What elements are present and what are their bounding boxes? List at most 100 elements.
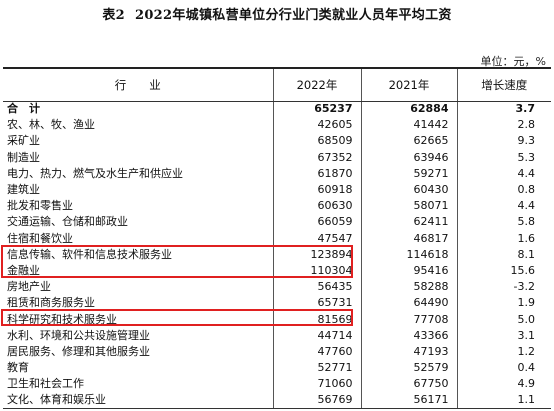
table-row: 制造业 67352 63946 5.3	[3, 149, 551, 166]
total-row: 合 计 65237 62884 3.7	[3, 101, 551, 118]
growth-cell: 15.6	[456, 262, 551, 280]
table-row: 水利、环境和公共设施管理业 44714 43366 3.1	[3, 327, 551, 344]
industry-cell: 批发和零售业	[7, 199, 73, 213]
growth-cell: 5.0	[456, 311, 551, 328]
value-2021-cell: 67750	[360, 376, 457, 393]
header-row: 行 业 2022年 2021年 增长速度	[3, 67, 551, 102]
table-row: 交通运输、仓储和邮政业 66059 62411 5.8	[3, 214, 551, 231]
industry-cell: 水利、环境和公共设施管理业	[7, 328, 150, 342]
table-row: 电力、热力、燃气及水生产和供应业 61870 59271 4.4	[3, 165, 551, 182]
value-2022-cell: 123894	[272, 246, 361, 263]
value-2021-cell: 62884	[360, 101, 457, 118]
table-header: 行 业 2022年 2021年 增长速度	[3, 67, 551, 102]
growth-cell: 3.1	[456, 327, 551, 344]
table-row: 农、林、牧、渔业 42605 41442 2.8	[3, 117, 551, 134]
table-title: 表2 2022年城镇私营单位分行业门类就业人员年平均工资	[0, 4, 554, 23]
value-2021-cell: 58288	[360, 279, 457, 296]
value-2022-cell: 61870	[272, 165, 361, 182]
value-2021-cell: 52579	[360, 360, 457, 377]
growth-cell: 1.6	[456, 230, 551, 247]
table-row: 金融业 110304 95416 15.6	[3, 262, 551, 280]
header-growth: 增长速度	[456, 67, 551, 102]
table-row: 卫生和社会工作 71060 67750 4.9	[3, 376, 551, 393]
value-2022-cell: 81569	[272, 311, 361, 328]
value-2022-cell: 56435	[272, 279, 361, 296]
table-row: 批发和零售业 60630 58071 4.4	[3, 198, 551, 215]
value-2021-cell: 60430	[360, 181, 457, 199]
growth-cell: 4.4	[456, 165, 551, 182]
growth-cell: 9.3	[456, 133, 551, 150]
value-2022-cell: 68509	[272, 133, 361, 150]
value-2022-cell: 52771	[272, 360, 361, 377]
growth-cell: 1.9	[456, 295, 551, 312]
industry-cell: 住宿和餐饮业	[7, 231, 73, 245]
table-row: 居民服务、修理和其他服务业 47760 47193 1.2	[3, 343, 551, 360]
table-number: 表2	[102, 8, 125, 23]
growth-cell: 3.7	[456, 101, 551, 118]
value-2021-cell: 47193	[360, 343, 457, 360]
value-2021-cell: 77708	[360, 311, 457, 328]
value-2022-cell: 65731	[272, 295, 361, 312]
table-row: 建筑业 60918 60430 0.8	[3, 181, 551, 199]
industry-cell: 居民服务、修理和其他服务业	[7, 344, 150, 358]
value-2021-cell: 63946	[360, 149, 457, 166]
value-2022-cell: 110304	[272, 262, 361, 280]
wage-table: 行 业 2022年 2021年 增长速度 合 计 65237 62884 3.7 农、林…	[3, 67, 551, 410]
growth-cell: 5.8	[456, 214, 551, 231]
value-2021-cell: 46817	[360, 230, 457, 247]
growth-cell: 4.9	[456, 376, 551, 393]
industry-cell: 房地产业	[7, 280, 51, 294]
industry-cell: 制造业	[7, 150, 40, 164]
industry-cell: 采矿业	[7, 134, 40, 148]
value-2021-cell: 56171	[360, 392, 457, 410]
growth-cell: 0.4	[456, 360, 551, 377]
industry-cell: 信息传输、软件和信息技术服务业	[7, 247, 172, 261]
header-2022: 2022年	[272, 67, 361, 102]
value-2022-cell: 71060	[272, 376, 361, 393]
growth-cell: 1.2	[456, 343, 551, 360]
industry-cell: 金融业	[7, 263, 40, 277]
growth-cell: 0.8	[456, 181, 551, 199]
growth-cell: 5.3	[456, 149, 551, 166]
table-row: 住宿和餐饮业 47547 46817 1.6	[3, 230, 551, 247]
value-2021-cell: 58071	[360, 198, 457, 215]
table-body: 合 计 65237 62884 3.7 农、林、牧、渔业 42605 41442 2.8 采矿业…	[3, 101, 551, 410]
value-2022-cell: 60918	[272, 181, 361, 199]
growth-cell: -3.2	[456, 279, 551, 296]
industry-cell: 文化、体育和娱乐业	[3, 392, 273, 410]
value-2021-cell: 43366	[360, 327, 457, 344]
value-2022-cell: 66059	[272, 214, 361, 231]
table-row: 租赁和商务服务业 65731 64490 1.9	[3, 295, 551, 312]
value-2022-cell: 60630	[272, 198, 361, 215]
value-2021-cell: 59271	[360, 165, 457, 182]
industry-cell: 科学研究和技术服务业	[7, 312, 117, 326]
value-2022-cell: 56769	[272, 392, 361, 410]
header-industry: 行 业	[3, 67, 273, 102]
table-row: 科学研究和技术服务业 81569 77708 5.0	[3, 311, 551, 328]
value-2021-cell: 62411	[360, 214, 457, 231]
industry-cell: 租赁和商务服务业	[7, 296, 95, 310]
header-2021: 2021年	[360, 67, 457, 102]
growth-cell: 8.1	[456, 246, 551, 263]
industry-cell: 教育	[7, 361, 29, 375]
industry-cell: 电力、热力、燃气及水生产和供应业	[7, 166, 183, 180]
industry-cell: 交通运输、仓储和邮政业	[7, 215, 128, 229]
industry-cell: 合 计	[7, 102, 40, 116]
table-row: 房地产业 56435 58288 -3.2	[3, 279, 551, 296]
value-2022-cell: 44714	[272, 327, 361, 344]
value-2021-cell: 62665	[360, 133, 457, 150]
table-title-text: 2022年城镇私营单位分行业门类就业人员年平均工资	[134, 8, 452, 23]
growth-cell: 1.1	[456, 392, 551, 410]
growth-cell: 4.4	[456, 198, 551, 215]
industry-cell: 建筑业	[7, 183, 40, 197]
value-2021-cell: 114618	[360, 246, 457, 263]
value-2022-cell: 65237	[272, 101, 361, 118]
value-2022-cell: 42605	[272, 117, 361, 134]
table-row: 教育 52771 52579 0.4	[3, 360, 551, 377]
unit-note: 单位：元，%	[480, 55, 546, 68]
value-2021-cell: 64490	[360, 295, 457, 312]
industry-cell: 卫生和社会工作	[7, 377, 84, 391]
value-2021-cell: 95416	[360, 262, 457, 280]
value-2022-cell: 47760	[272, 343, 361, 360]
value-2022-cell: 67352	[272, 149, 361, 166]
